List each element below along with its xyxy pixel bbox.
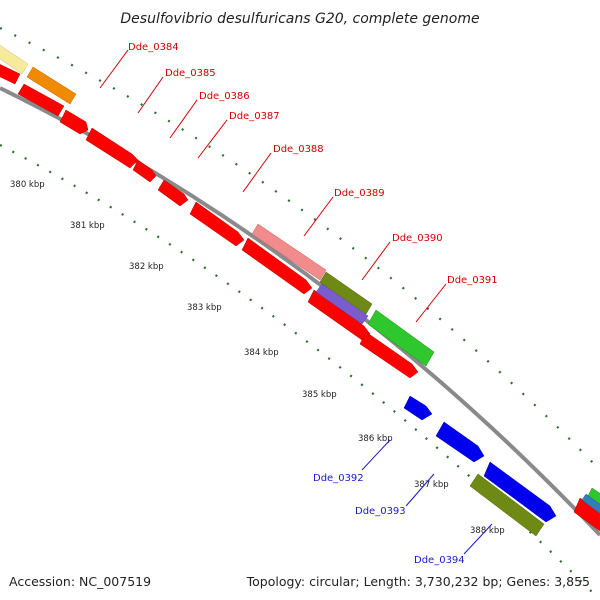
tick-label-388: 388 kbp — [470, 526, 505, 536]
gene-label-dde-0385[interactable]: Dde_0385 — [165, 68, 216, 79]
gene-block-red-2[interactable] — [59, 109, 89, 135]
guide-rings — [0, 27, 600, 600]
leader-dde-0387 — [197, 119, 228, 159]
leader-dde-0384 — [99, 49, 129, 89]
leader-dde-0388 — [242, 152, 272, 193]
gene-label-dde-0384[interactable]: Dde_0384 — [128, 42, 179, 53]
gene-track — [0, 42, 600, 537]
gene-block-purple[interactable] — [315, 283, 369, 325]
gene-block-red-1[interactable] — [17, 83, 65, 117]
tick-label-380: 380 kbp — [10, 180, 45, 190]
summary-text: Topology: circular; Length: 3,730,232 bp… — [246, 574, 590, 589]
leader-dde-0393 — [405, 473, 435, 507]
tick-label-382: 382 kbp — [129, 262, 164, 272]
accession-text: Accession: NC_007519 — [9, 574, 151, 589]
gene-label-dde-0390[interactable]: Dde_0390 — [392, 233, 443, 244]
gene-block-blue-1[interactable] — [403, 395, 433, 421]
outer-dotted-ring — [0, 27, 600, 471]
gene-block-red-7[interactable] — [241, 237, 313, 295]
gene-label-dde-0387[interactable]: Dde_0387 — [229, 111, 280, 122]
tick-label-384: 384 kbp — [244, 348, 279, 358]
gene-block-olive-large[interactable] — [469, 473, 545, 537]
gene-block-red-top-left[interactable] — [0, 62, 21, 85]
gene-block-red-edge[interactable] — [573, 497, 600, 534]
gene-block-orange[interactable] — [26, 66, 77, 105]
gene-block-red-4[interactable] — [132, 159, 157, 183]
gene-label-leaders — [99, 49, 493, 555]
gene-block-red-6[interactable] — [189, 201, 245, 247]
gene-label-dde-0394[interactable]: Dde_0394 — [414, 555, 465, 566]
leader-dde-0391 — [415, 283, 447, 323]
inner-dotted-ring — [0, 144, 600, 600]
tick-label-385: 385 kbp — [302, 390, 337, 400]
leader-dde-0392 — [361, 439, 391, 471]
gene-label-dde-0392[interactable]: Dde_0392 — [313, 473, 364, 484]
gene-block-green-edge[interactable] — [587, 487, 600, 508]
tick-labels: 380 kbp 381 kbp 382 kbp 383 kbp 384 kbp … — [10, 180, 505, 536]
gene-label-dde-0388[interactable]: Dde_0388 — [273, 144, 324, 155]
tick-label-387: 387 kbp — [414, 480, 449, 490]
gene-block-green[interactable] — [367, 309, 435, 367]
gene-block-pink[interactable] — [251, 223, 327, 281]
leader-dde-0385 — [137, 76, 164, 114]
gene-label-dde-0393[interactable]: Dde_0393 — [355, 506, 406, 517]
leader-dde-0386 — [169, 99, 198, 139]
gene-block-olive-small[interactable] — [319, 271, 373, 315]
gene-label-dde-0389[interactable]: Dde_0389 — [334, 188, 385, 199]
tick-label-381: 381 kbp — [70, 221, 105, 231]
gene-block-red-9[interactable] — [359, 331, 419, 379]
leader-dde-0389 — [303, 196, 334, 237]
genome-backbone — [0, 86, 600, 537]
gene-block-blue-2[interactable] — [435, 421, 485, 463]
gene-block-blue-3[interactable] — [483, 461, 557, 523]
tick-label-386: 386 kbp — [358, 434, 393, 444]
gene-label-dde-0391[interactable]: Dde_0391 — [447, 275, 498, 286]
gene-label-dde-0386[interactable]: Dde_0386 — [199, 91, 250, 102]
gene-block-red-5[interactable] — [157, 179, 189, 207]
tick-label-383: 383 kbp — [187, 303, 222, 313]
gene-block-blue-edge[interactable] — [581, 493, 600, 518]
leader-dde-0394 — [463, 523, 493, 555]
gene-labels: Dde_0384 Dde_0385 Dde_0386 Dde_0387 Dde_… — [128, 42, 498, 566]
leader-dde-0390 — [361, 241, 391, 281]
gene-block-pale-yellow[interactable] — [0, 42, 29, 75]
map-title: Desulfovibrio desulfuricans G20, complet… — [120, 11, 479, 27]
gene-block-red-3[interactable] — [85, 127, 139, 169]
